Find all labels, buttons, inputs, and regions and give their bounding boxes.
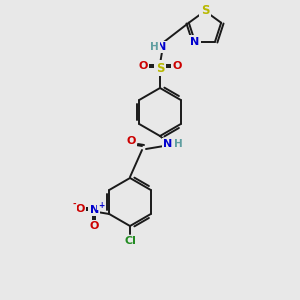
Text: H: H — [150, 42, 158, 52]
Text: S: S — [156, 61, 164, 74]
Text: N: N — [158, 42, 166, 52]
Text: H: H — [174, 139, 182, 149]
Text: O: O — [126, 136, 136, 146]
Text: Cl: Cl — [124, 236, 136, 246]
Text: O: O — [172, 61, 182, 71]
Text: S: S — [201, 4, 209, 17]
Text: O: O — [76, 204, 85, 214]
Text: N: N — [164, 139, 172, 149]
Text: N: N — [190, 37, 200, 47]
Text: O: O — [138, 61, 148, 71]
Text: +: + — [98, 200, 104, 209]
Text: O: O — [89, 221, 99, 231]
Text: -: - — [72, 200, 76, 208]
Text: N: N — [90, 205, 99, 215]
